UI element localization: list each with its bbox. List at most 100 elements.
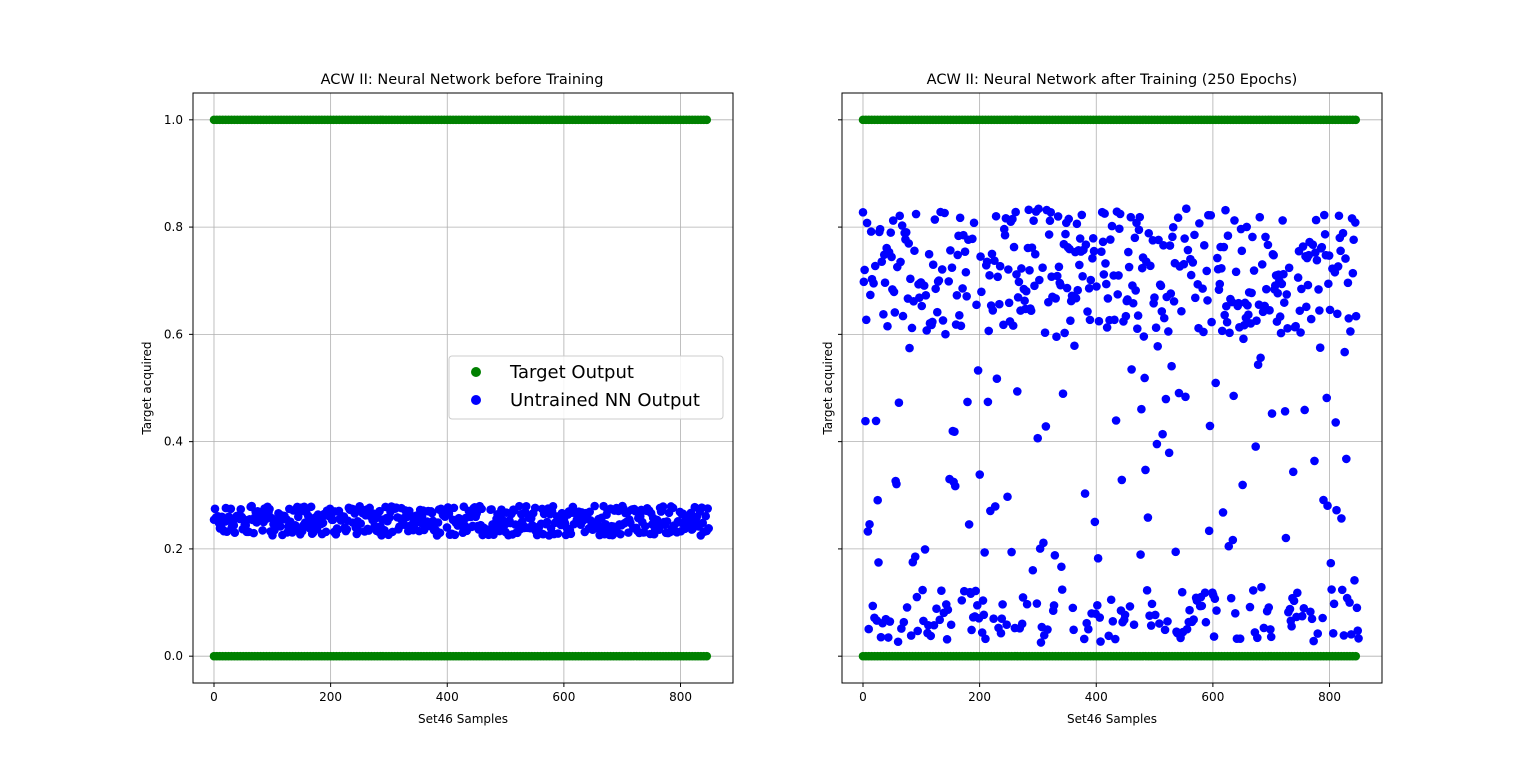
nn-output-point (997, 614, 1007, 623)
nn-output-point (1304, 250, 1314, 260)
nn-output-point (1068, 603, 1078, 613)
untrained-point (654, 525, 664, 534)
nn-output-point (1090, 517, 1100, 527)
nn-output-point (1058, 389, 1068, 399)
nn-output-point (1314, 285, 1323, 294)
untrained-point (258, 526, 267, 535)
nn-output-point (985, 271, 994, 280)
nn-output-point (990, 256, 999, 266)
nn-output-point (963, 397, 972, 407)
nn-output-point (862, 218, 872, 228)
nn-output-point (1306, 607, 1315, 617)
nn-output-point (990, 502, 1000, 511)
untrained-point (585, 507, 595, 517)
nn-output-point (1190, 293, 1200, 303)
nn-output-point (955, 310, 964, 320)
nn-output-point (1248, 586, 1258, 595)
untrained-point (230, 528, 240, 537)
nn-output-point (866, 290, 875, 300)
nn-output-point (1080, 489, 1090, 498)
nn-output-point (1302, 302, 1311, 312)
scatter-points (858, 115, 1363, 661)
nn-output-point (1127, 365, 1136, 374)
nn-output-point (962, 291, 971, 301)
legend-label-untrained: Untrained NN Output (510, 390, 700, 411)
nn-output-point (1120, 610, 1130, 620)
nn-output-point (972, 601, 982, 610)
nn-output-point (884, 633, 893, 642)
nn-output-point (1075, 260, 1084, 270)
nn-output-point (888, 216, 898, 225)
nn-output-point (1153, 341, 1163, 351)
nn-output-point (1300, 405, 1309, 415)
nn-output-point (931, 284, 940, 294)
nn-output-point (1066, 316, 1075, 325)
nn-output-point (979, 610, 989, 620)
nn-output-point (1336, 246, 1345, 256)
nn-output-point (1195, 219, 1204, 228)
nn-output-point (1242, 222, 1252, 232)
nn-output-point (1165, 241, 1175, 250)
untrained-point (530, 503, 540, 513)
nn-output-point (1107, 221, 1117, 231)
nn-output-point (1199, 327, 1208, 337)
nn-output-point (1004, 265, 1013, 274)
untrained-point (444, 509, 454, 518)
nn-output-point (1043, 625, 1052, 634)
nn-output-point (915, 293, 924, 302)
nn-output-point (932, 307, 942, 317)
nn-output-point (898, 311, 908, 321)
nn-output-point (1139, 332, 1149, 341)
nn-output-point (1128, 298, 1138, 308)
nn-output-point (1264, 603, 1274, 612)
x-tick-label: 600 (1201, 690, 1224, 704)
nn-output-point (1008, 321, 1018, 330)
nn-output-point (934, 276, 944, 285)
nn-output-point (1306, 314, 1316, 324)
nn-output-point (1276, 328, 1286, 338)
target-point (702, 651, 712, 661)
x-tick-label: 0 (859, 690, 867, 704)
nn-output-point (1053, 271, 1062, 281)
x-tick-label: 400 (436, 690, 459, 704)
nn-output-point (1017, 619, 1027, 629)
untrained-point (400, 520, 409, 529)
nn-output-point (1278, 216, 1287, 225)
nn-output-point (1318, 613, 1327, 623)
nn-output-point (943, 605, 953, 615)
target-point (1351, 651, 1361, 661)
nn-output-point (894, 398, 904, 408)
nn-output-point (1186, 270, 1196, 280)
nn-output-point (885, 617, 895, 626)
nn-output-point (905, 343, 914, 353)
nn-output-point (1279, 269, 1288, 279)
nn-output-point (1281, 533, 1291, 543)
chart-after-training: ACW II: Neural Network after Training (2… (821, 72, 1383, 726)
nn-output-point (1135, 212, 1145, 222)
nn-output-point (1197, 601, 1207, 611)
nn-output-point (1261, 232, 1270, 242)
nn-output-point (946, 620, 956, 630)
nn-output-point (899, 617, 909, 627)
nn-output-point (1283, 323, 1292, 333)
nn-output-point (1151, 323, 1161, 333)
untrained-point (318, 518, 328, 528)
nn-output-point (890, 308, 900, 317)
nn-output-point (944, 277, 954, 286)
legend-marker-target (471, 367, 481, 377)
x-axis-label: Set46 Samples (1067, 712, 1157, 726)
nn-output-point (1331, 418, 1340, 427)
y-tick-label: 0.8 (164, 220, 183, 234)
untrained-point (328, 515, 338, 525)
nn-output-point (1101, 259, 1110, 268)
nn-output-point (1017, 264, 1026, 273)
nn-output-point (918, 585, 927, 595)
untrained-point (427, 508, 437, 518)
nn-output-point (940, 208, 949, 218)
nn-output-point (1108, 616, 1118, 626)
nn-output-point (1217, 264, 1226, 273)
nn-output-point (907, 323, 917, 333)
nn-output-point (1156, 281, 1166, 291)
nn-output-point (1293, 588, 1302, 598)
nn-output-point (868, 601, 878, 611)
